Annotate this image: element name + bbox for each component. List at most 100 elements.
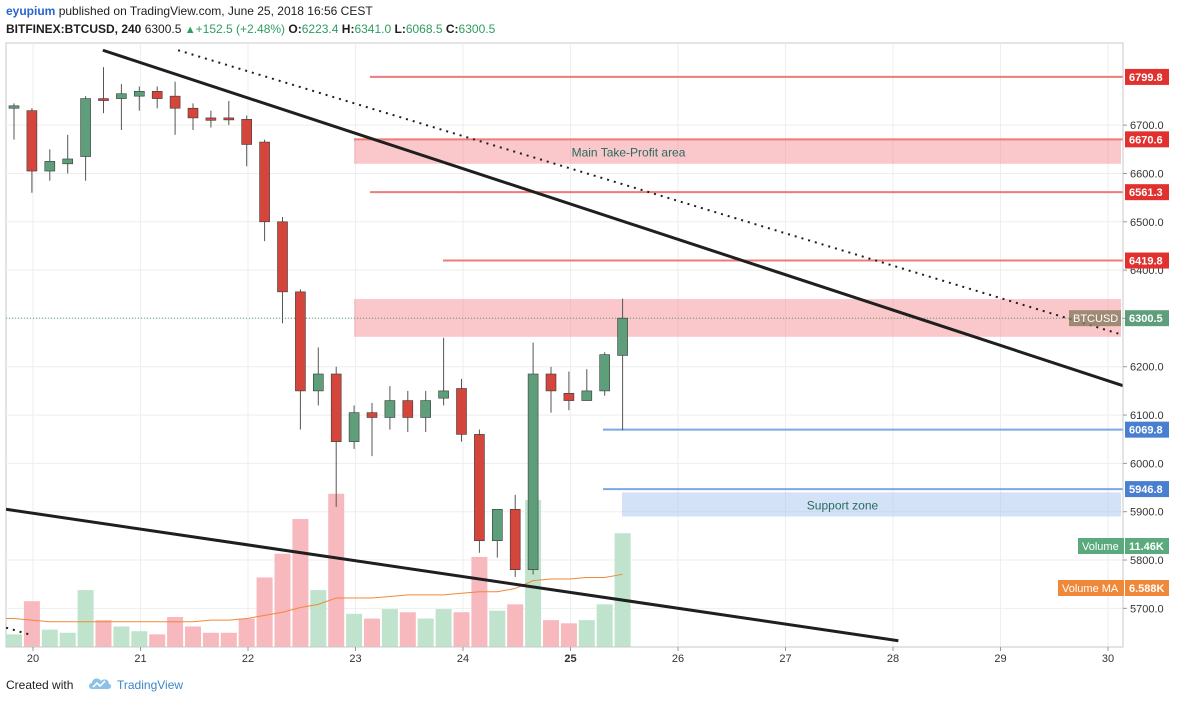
volume-bar xyxy=(77,590,94,647)
candle-down[interactable] xyxy=(545,373,557,392)
candle-up[interactable] xyxy=(8,105,20,109)
trendline[interactable] xyxy=(102,48,1125,388)
symbol-badge xyxy=(1069,310,1121,327)
volume-bar xyxy=(113,626,130,647)
chart-header: eyupium published on TradingView.com, Ju… xyxy=(0,0,1177,42)
time-axis[interactable] xyxy=(6,647,1123,669)
volume-bar xyxy=(167,616,184,647)
volume-bar xyxy=(23,601,40,647)
volume-bar xyxy=(471,556,488,647)
candle-up[interactable] xyxy=(581,390,593,401)
volume-bar xyxy=(131,631,148,647)
level-price-text: 6670.6 xyxy=(1129,134,1163,146)
candle-down[interactable] xyxy=(563,393,575,401)
volume-label-text: Volume xyxy=(1082,541,1119,553)
volume-bar xyxy=(328,493,345,647)
y-tick-label: 5700.0 xyxy=(1130,603,1164,615)
candle-up[interactable] xyxy=(312,373,324,392)
candle-down[interactable] xyxy=(98,98,109,101)
candle-down[interactable] xyxy=(277,221,288,293)
y-tick-label: 6500.0 xyxy=(1130,217,1164,229)
candle-up[interactable] xyxy=(384,400,396,418)
close-label: C: xyxy=(445,22,459,36)
x-tick-label: 28 xyxy=(887,653,899,665)
volume-bar xyxy=(507,604,524,647)
volume-bar xyxy=(274,553,291,647)
last-price-badge xyxy=(1125,310,1169,327)
candle-down[interactable] xyxy=(366,412,378,418)
x-tick-label: 26 xyxy=(672,653,684,665)
candle-up[interactable] xyxy=(44,161,56,172)
volume-bar xyxy=(453,612,470,647)
trendline[interactable] xyxy=(5,507,899,643)
candle-down[interactable] xyxy=(402,400,414,418)
x-tick-label: 20 xyxy=(27,653,39,665)
symbol-line: BITFINEX:BTCUSD, 240 6300.5 ▲+152.5 (+2.… xyxy=(6,22,495,36)
candle-down[interactable] xyxy=(223,117,235,121)
candle-down[interactable] xyxy=(259,141,270,223)
candle-up[interactable] xyxy=(599,354,611,392)
candle-up[interactable] xyxy=(348,412,360,442)
candle-up[interactable] xyxy=(438,390,449,399)
candle-up[interactable] xyxy=(617,317,628,356)
candle-down[interactable] xyxy=(187,107,199,119)
dotted-trendline[interactable] xyxy=(5,626,32,636)
volume-bar xyxy=(202,632,219,647)
last-price: 6300.5 xyxy=(144,22,182,36)
candle-down[interactable] xyxy=(205,117,217,121)
candle-down[interactable] xyxy=(456,388,467,435)
candle-up[interactable] xyxy=(80,98,91,157)
open-label: O: xyxy=(288,22,302,36)
candle-up[interactable] xyxy=(62,158,74,165)
x-tick-label: 27 xyxy=(779,653,791,665)
tradingview-link[interactable]: TradingView xyxy=(117,678,184,692)
author-name[interactable]: eyupium xyxy=(6,4,56,18)
candle-down[interactable] xyxy=(330,373,342,442)
x-tick-label: 22 xyxy=(242,653,254,665)
volume-bar xyxy=(614,533,631,647)
volume-bar xyxy=(578,620,595,647)
candle-up[interactable] xyxy=(134,91,145,97)
candle-down[interactable] xyxy=(169,95,181,109)
candle-up[interactable] xyxy=(420,400,432,418)
zone-label: Support zone xyxy=(807,498,879,512)
volume-bar xyxy=(364,618,380,647)
volume-bar xyxy=(59,632,76,647)
volume-bar xyxy=(543,620,559,647)
volume-label-badge xyxy=(1078,538,1124,554)
candle-up[interactable] xyxy=(491,508,503,541)
price-change: +152.5 (+2.48%) xyxy=(195,22,286,36)
volume-bar xyxy=(596,604,613,647)
candle-up[interactable] xyxy=(527,373,539,570)
y-tick-label: 6600.0 xyxy=(1130,168,1164,180)
candle-up[interactable] xyxy=(116,93,127,99)
chart-footer: Created with TradingView xyxy=(0,670,1177,702)
level-price-text: 6069.8 xyxy=(1129,425,1163,437)
volume-value-text: 11.46K xyxy=(1129,541,1164,553)
publish-info: published on TradingView.com, June 25, 2… xyxy=(58,4,373,18)
level-price-text: 6419.8 xyxy=(1129,256,1163,268)
level-price-text: 6799.8 xyxy=(1129,72,1163,84)
x-tick-label: 25 xyxy=(564,653,576,665)
high-value: 6341.0 xyxy=(354,22,392,36)
low-label: L: xyxy=(394,22,406,36)
volume-bar xyxy=(185,626,201,647)
volume-bar xyxy=(256,577,273,647)
plot-area xyxy=(5,42,1124,648)
created-with-label: Created with xyxy=(6,678,74,692)
volume-bar xyxy=(489,610,506,647)
candle-down[interactable] xyxy=(241,119,252,145)
x-tick-label: 21 xyxy=(134,653,146,665)
level-price-badge xyxy=(1125,421,1169,438)
y-tick-label: 6100.0 xyxy=(1130,410,1164,422)
candle-down[interactable] xyxy=(151,91,163,99)
candle-down[interactable] xyxy=(509,508,521,570)
candle-down[interactable] xyxy=(295,291,306,392)
candle-down[interactable] xyxy=(474,434,485,541)
level-price-badge xyxy=(1125,131,1169,148)
tradingview-cloud-icon[interactable] xyxy=(88,675,112,691)
candle-down[interactable] xyxy=(26,110,38,172)
volume-bar xyxy=(220,632,237,647)
volume-bar xyxy=(41,629,58,647)
